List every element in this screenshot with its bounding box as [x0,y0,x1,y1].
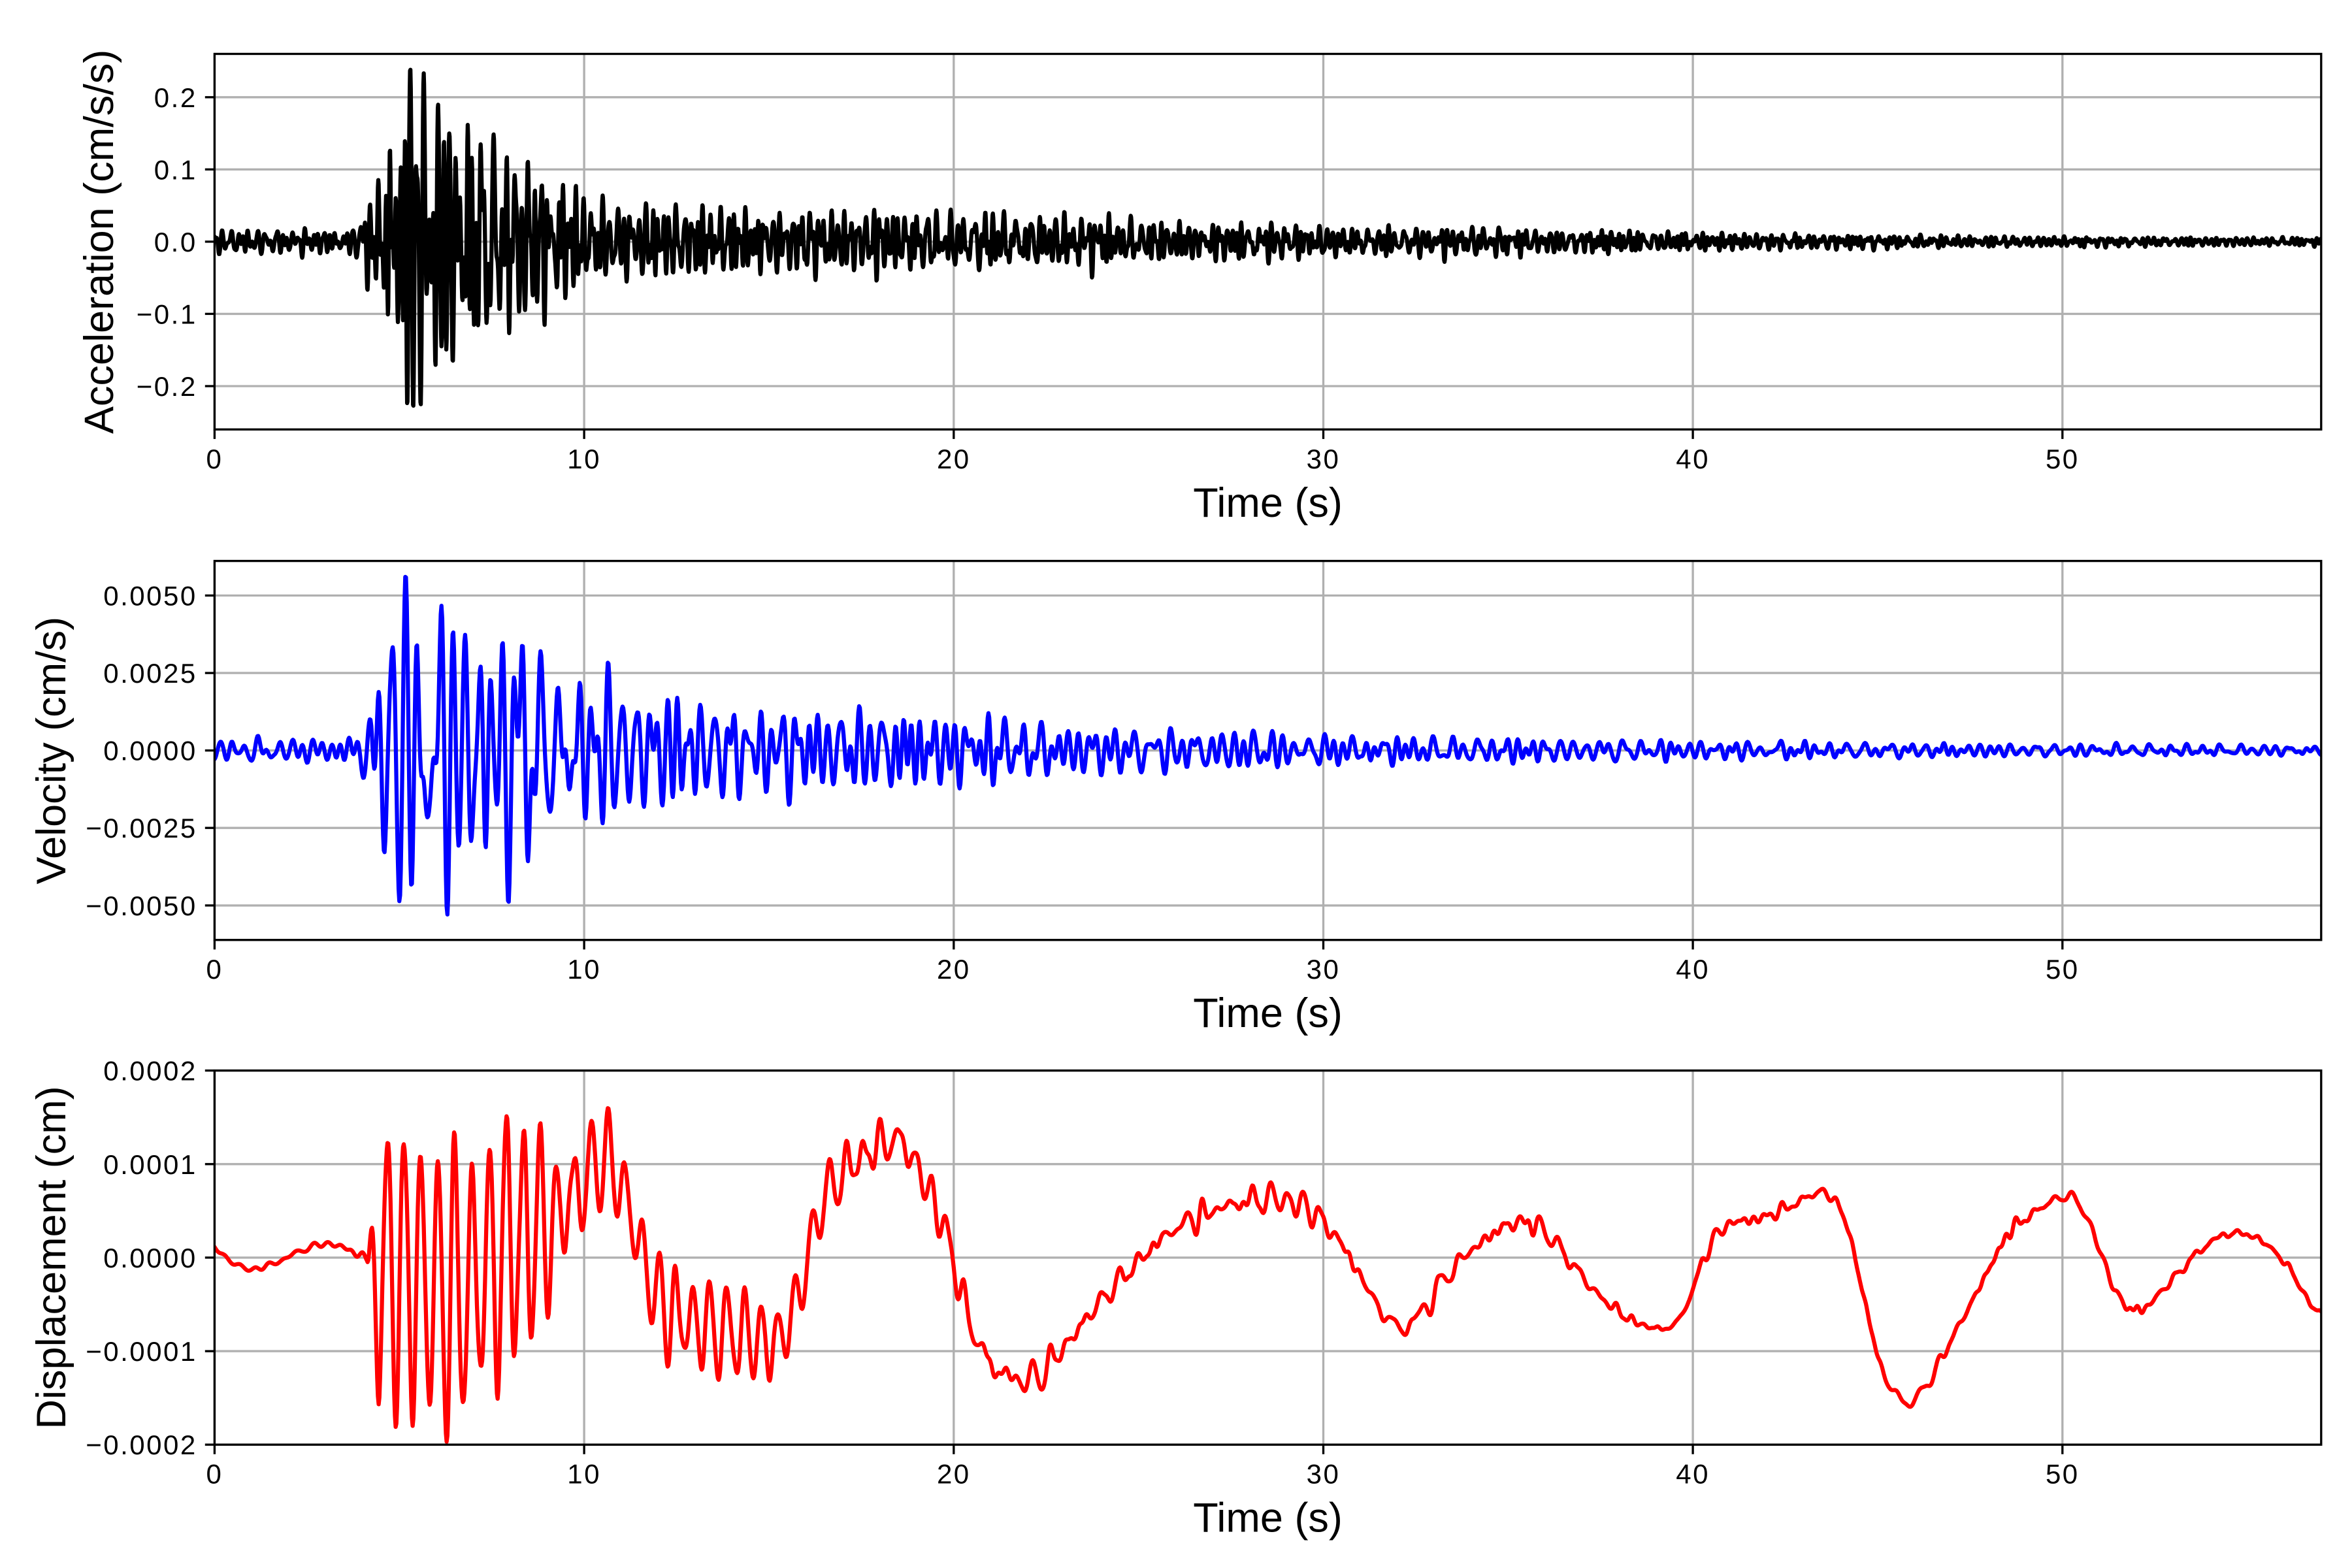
svg-text:0.0050: 0.0050 [103,581,197,612]
svg-text:Time (s): Time (s) [1193,1495,1343,1541]
svg-text:−0.0050: −0.0050 [86,890,197,921]
svg-text:30: 30 [1307,444,1341,474]
svg-text:Time (s): Time (s) [1193,990,1343,1036]
svg-text:50: 50 [2046,444,2080,474]
svg-text:−0.0002: −0.0002 [86,1429,197,1460]
svg-text:40: 40 [1676,1459,1710,1490]
svg-text:20: 20 [937,954,971,985]
svg-text:40: 40 [1676,954,1710,985]
svg-text:0.0: 0.0 [154,227,197,257]
svg-text:20: 20 [937,444,971,474]
svg-text:0.0000: 0.0000 [103,1243,197,1273]
svg-text:0.0000: 0.0000 [103,736,197,766]
svg-text:0: 0 [206,444,223,474]
svg-text:50: 50 [2046,954,2080,985]
svg-text:0.2: 0.2 [154,82,197,113]
svg-text:20: 20 [937,1459,971,1490]
svg-text:Time (s): Time (s) [1193,480,1343,526]
svg-text:−0.0001: −0.0001 [86,1336,197,1367]
svg-text:10: 10 [567,954,601,985]
svg-text:−0.2: −0.2 [137,371,197,402]
svg-text:−0.1: −0.1 [137,299,197,329]
svg-text:Velocity (cm/s): Velocity (cm/s) [29,617,74,885]
svg-text:40: 40 [1676,444,1710,474]
svg-text:0: 0 [206,1459,223,1490]
svg-text:30: 30 [1307,1459,1341,1490]
svg-text:0.0001: 0.0001 [103,1149,197,1180]
svg-text:−0.0025: −0.0025 [86,813,197,843]
svg-text:10: 10 [567,444,601,474]
svg-text:50: 50 [2046,1459,2080,1490]
svg-text:30: 30 [1307,954,1341,985]
svg-text:Displacement (cm): Displacement (cm) [29,1086,74,1429]
svg-text:Acceleration (cm/s/s): Acceleration (cm/s/s) [76,50,122,434]
svg-text:10: 10 [567,1459,601,1490]
svg-text:0.1: 0.1 [154,154,197,185]
svg-text:0: 0 [206,954,223,985]
svg-text:0.0025: 0.0025 [103,658,197,689]
svg-text:0.0002: 0.0002 [103,1056,197,1086]
